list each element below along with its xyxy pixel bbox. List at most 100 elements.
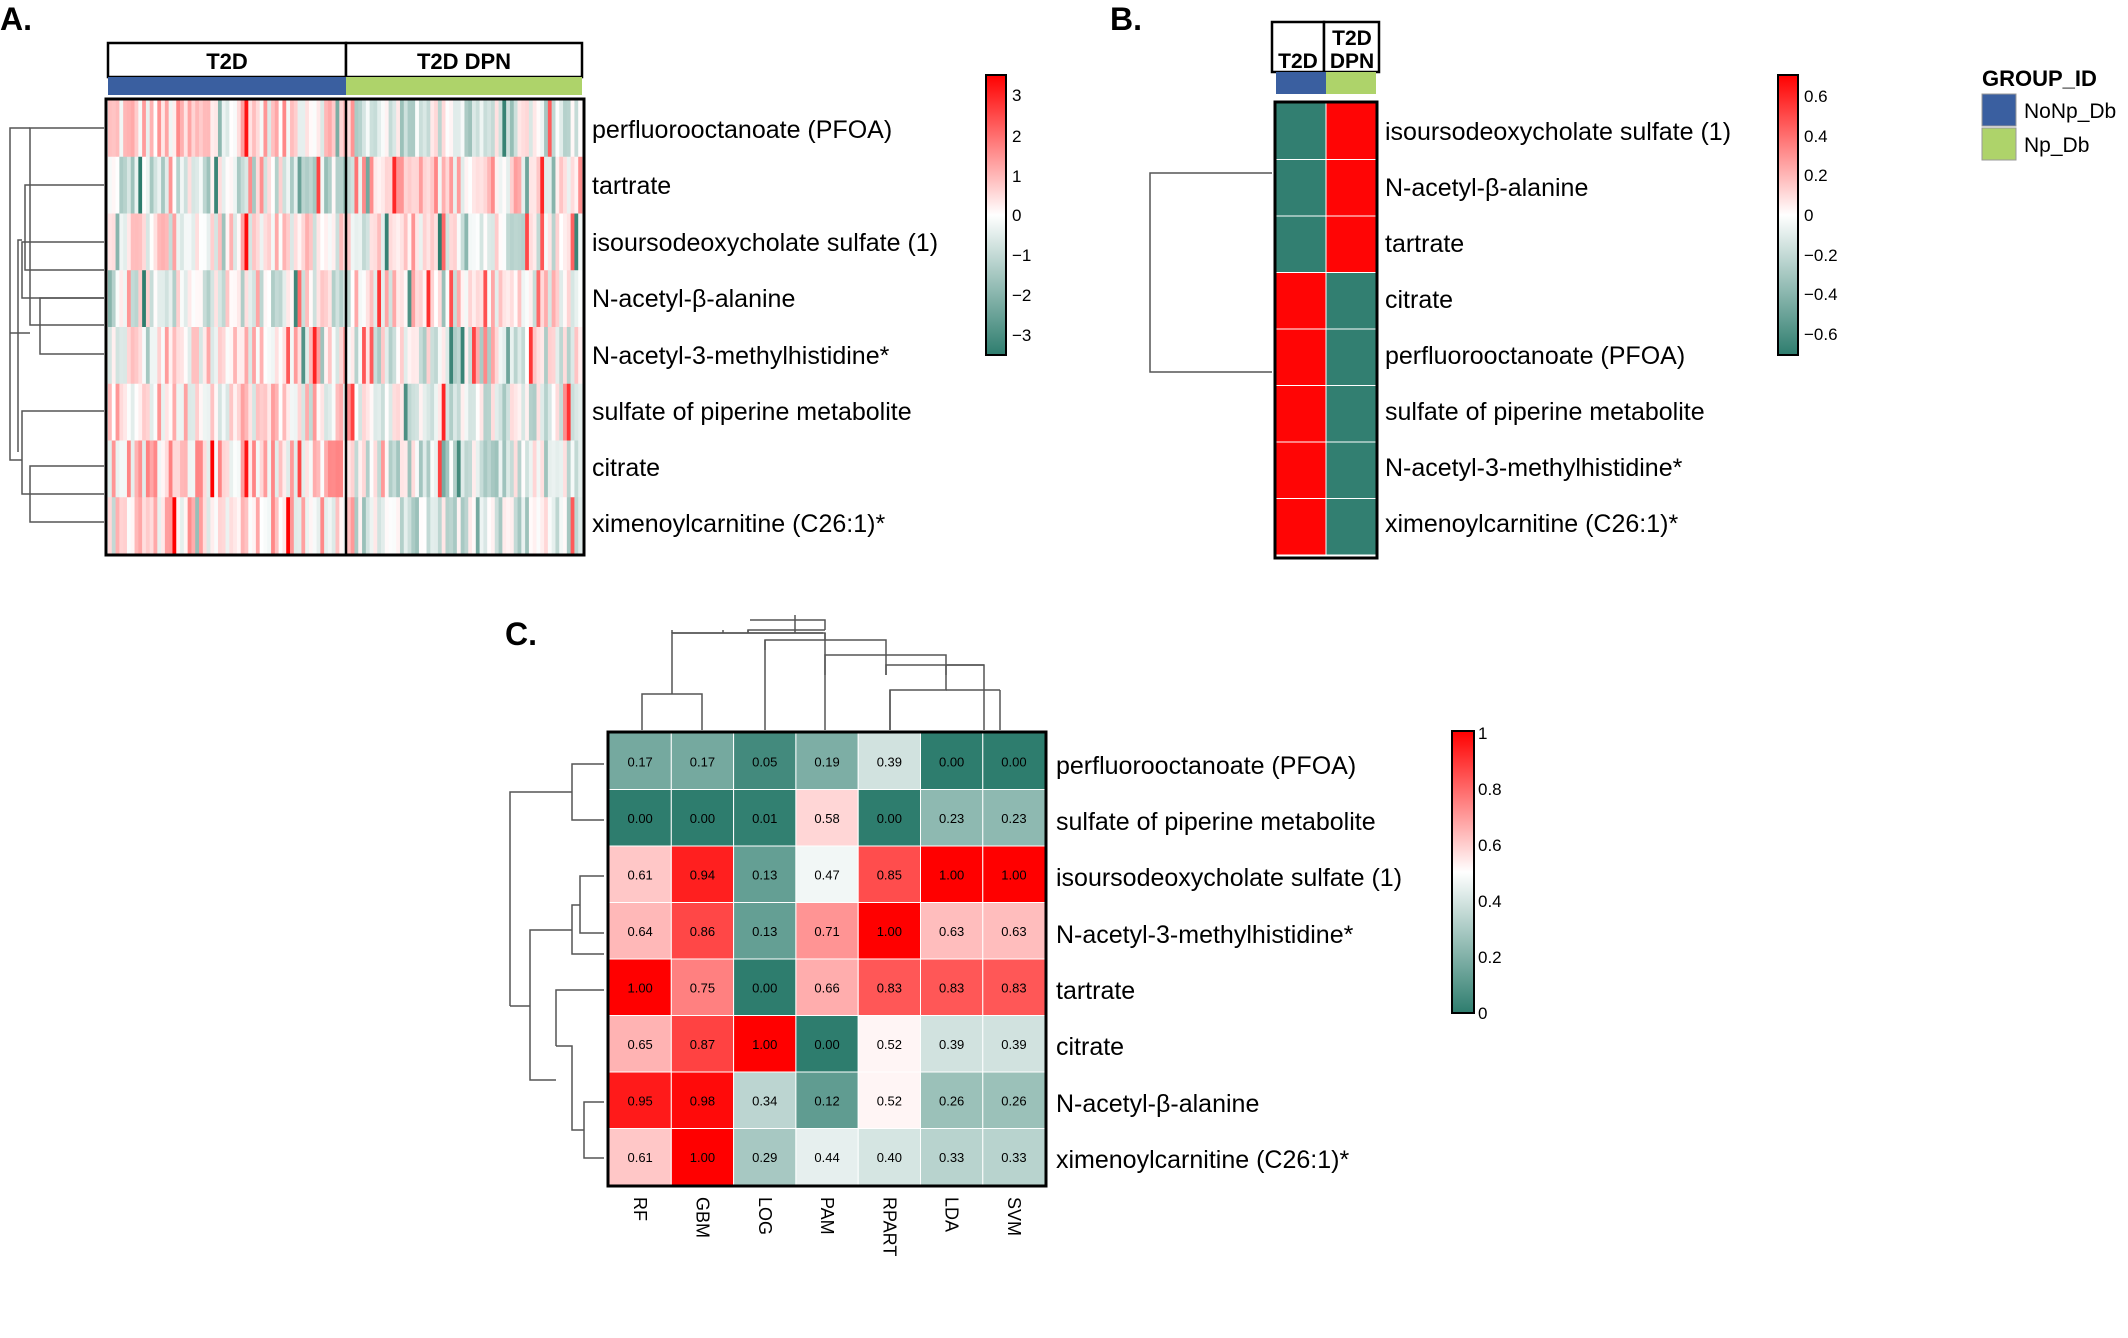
panel-a-heatmap-cell bbox=[525, 156, 530, 214]
panel-a-heatmap-cell bbox=[350, 497, 355, 555]
panel-a-heatmap-cell bbox=[544, 440, 549, 498]
panel-a-annotation-bar-t2d bbox=[108, 77, 346, 95]
panel-a-heatmap-cell bbox=[392, 213, 397, 271]
panel-a-heatmap-cell bbox=[434, 497, 439, 555]
panel-a-heatmap-cell bbox=[434, 100, 439, 158]
panel-a-heatmap-cell bbox=[403, 440, 408, 498]
panel-a-heatmap-cell bbox=[415, 497, 420, 555]
panel-a-heatmap-cell bbox=[437, 213, 442, 271]
panel-a-heatmap-cell bbox=[320, 497, 325, 555]
panel-a-heatmap-cell bbox=[381, 156, 386, 214]
panel-a-heatmap-cell bbox=[324, 383, 329, 441]
panel-a-heatmap-cell bbox=[399, 156, 405, 214]
panel-a-heatmap-cell bbox=[362, 383, 367, 441]
panel-a-heatmap-cell bbox=[244, 383, 249, 441]
panel-a-heatmap-cell bbox=[415, 213, 420, 271]
panel-a-heatmap-cell bbox=[544, 100, 549, 158]
panel-a-heatmap-cell bbox=[430, 213, 435, 271]
panel-a-heatmap-cell bbox=[233, 327, 238, 385]
panel-a-heatmap-cell bbox=[555, 383, 560, 441]
panel-c-heatmap-cell bbox=[670, 958, 735, 1016]
panel-a-heatmap-cell bbox=[369, 497, 374, 555]
panel-a-heatmap-cell bbox=[551, 327, 556, 385]
panel-a-heatmap-cell bbox=[441, 440, 446, 498]
panel-a-heatmap-cell bbox=[445, 100, 450, 158]
panel-a-heatmap-cell bbox=[570, 497, 575, 555]
panel-a-heatmap-cell bbox=[381, 327, 386, 385]
panel-c-cell-value: 0.83 bbox=[939, 980, 964, 995]
panel-a-heatmap-cell bbox=[145, 213, 151, 271]
panel-a-heatmap-cell bbox=[570, 383, 575, 441]
panel-a-heatmap-cell bbox=[373, 100, 378, 158]
panel-a-heatmap-cell bbox=[418, 440, 424, 498]
panel-a-heatmap-cell bbox=[119, 156, 124, 214]
panel-c-colorbar-tick-label: 0.6 bbox=[1478, 836, 1502, 855]
panel-a-heatmap-cell bbox=[528, 156, 533, 214]
panel-a-heatmap-cell bbox=[271, 213, 276, 271]
panel-a-heatmap-cell bbox=[540, 440, 545, 498]
panel-a-heatmap-cell bbox=[517, 270, 522, 328]
panel-a-heatmap-cell bbox=[346, 497, 351, 555]
panel-a-heatmap-cell bbox=[297, 497, 302, 555]
panel-a-heatmap-cell bbox=[115, 327, 120, 385]
panel-a-heatmap-cell bbox=[172, 440, 177, 498]
panel-a-heatmap-cell bbox=[324, 213, 329, 271]
panel-a-heatmap-cell bbox=[468, 100, 473, 158]
panel-c-heatmap-cell bbox=[982, 845, 1046, 903]
panel-a-heatmap-cell bbox=[472, 270, 477, 328]
panel-a-heatmap-cell bbox=[570, 440, 575, 498]
panel-b-row-label: N-acetyl-3-methylhistidine* bbox=[1385, 454, 1683, 482]
panel-a-heatmap-cell bbox=[214, 156, 219, 214]
panel-c-cell-value: 0.00 bbox=[939, 754, 964, 769]
panel-a-heatmap-cell bbox=[161, 270, 166, 328]
panel-a-heatmap-cell bbox=[225, 497, 230, 555]
panel-b-heatmap-frame bbox=[1273, 100, 1379, 560]
panel-a-heatmap-cell bbox=[411, 156, 416, 214]
panel-b-heatmap-cell bbox=[1325, 328, 1377, 386]
panel-a-heatmap-cell bbox=[475, 270, 480, 328]
panel-a-heatmap-cell bbox=[145, 440, 151, 498]
panel-a-heatmap-cell bbox=[248, 213, 253, 271]
panel-a-heatmap-cells bbox=[108, 100, 583, 555]
panel-a-heatmap-cell bbox=[407, 100, 412, 158]
panel-c-colorbar-tick-label: 1 bbox=[1478, 724, 1487, 743]
panel-a-heatmap-cell bbox=[544, 213, 549, 271]
panel-a-heatmap-cell bbox=[490, 156, 496, 214]
panel-a-heatmap-cell bbox=[437, 100, 442, 158]
panel-a-heatmap-cell bbox=[327, 440, 333, 498]
panel-a-heatmap-cell bbox=[551, 100, 556, 158]
panel-a-heatmap-cell bbox=[536, 440, 541, 498]
panel-a-heatmap-cell bbox=[199, 270, 204, 328]
panel-c-column-label: SVM bbox=[1004, 1197, 1024, 1236]
panel-a-heatmap-cell bbox=[282, 497, 287, 555]
panel-c-cell-value: 0.71 bbox=[814, 924, 839, 939]
panel-a-heatmap-cell bbox=[172, 100, 177, 158]
panel-a-heatmap-cell bbox=[320, 440, 325, 498]
panel-c: C. 0.17 0.17 0.05 0.19 0.39 0. bbox=[505, 615, 1502, 1256]
panel-a-heatmap-cell bbox=[490, 327, 496, 385]
panel-a-heatmap-cell bbox=[509, 383, 515, 441]
panel-a-heatmap-cell bbox=[168, 270, 173, 328]
panel-a-heatmap-cell bbox=[464, 100, 469, 158]
panel-a-heatmap-cell bbox=[214, 497, 219, 555]
panel-a-heatmap-cell bbox=[509, 213, 515, 271]
panel-c-cell-value: 1.00 bbox=[1001, 867, 1026, 882]
panel-a-heatmap-cell bbox=[422, 440, 427, 498]
panel-a-heatmap-cell bbox=[453, 497, 458, 555]
panel-a-heatmap-cell bbox=[384, 440, 389, 498]
panel-a-heatmap-cell bbox=[145, 270, 151, 328]
panel-a-heatmap-cell bbox=[157, 383, 162, 441]
panel-a-heatmap-cell bbox=[183, 327, 188, 385]
panel-a-heatmap-cell bbox=[138, 156, 143, 214]
panel-a-heatmap-cell bbox=[282, 327, 287, 385]
panel-a-heatmap-cell bbox=[259, 270, 264, 328]
panel-a-colorbar-tick-label: 0 bbox=[1012, 206, 1021, 225]
panel-a-heatmap-cell bbox=[578, 270, 583, 328]
panel-a-heatmap-cell bbox=[354, 383, 359, 441]
panel-a-heatmap-cell bbox=[180, 270, 185, 328]
panel-c-cell-value: 1.00 bbox=[877, 924, 902, 939]
panel-c-cell-value: 0.26 bbox=[1001, 1093, 1026, 1108]
panel-a-heatmap-cell bbox=[210, 156, 215, 214]
panel-a-heatmap-cell bbox=[388, 440, 393, 498]
panel-a-heatmap-cell bbox=[468, 213, 473, 271]
